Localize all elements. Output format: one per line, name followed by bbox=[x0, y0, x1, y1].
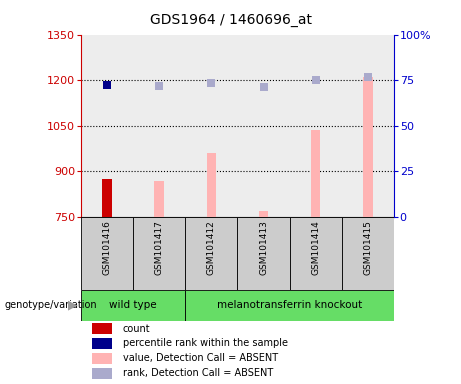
Text: wild type: wild type bbox=[109, 300, 157, 310]
Point bbox=[103, 82, 111, 88]
Bar bbox=[81, 217, 133, 290]
Point bbox=[207, 80, 215, 86]
Bar bbox=[92, 338, 112, 349]
Text: GSM101415: GSM101415 bbox=[364, 220, 372, 275]
Bar bbox=[237, 217, 290, 290]
Text: GSM101414: GSM101414 bbox=[311, 220, 320, 275]
Bar bbox=[92, 353, 112, 364]
Bar bbox=[92, 323, 112, 334]
Bar bbox=[363, 77, 373, 217]
Bar bbox=[259, 211, 268, 217]
Text: value, Detection Call = ABSENT: value, Detection Call = ABSENT bbox=[123, 353, 278, 363]
Bar bbox=[81, 35, 133, 217]
Point bbox=[312, 76, 319, 83]
Text: GSM101412: GSM101412 bbox=[207, 220, 216, 275]
Bar bbox=[185, 217, 237, 290]
Text: rank, Detection Call = ABSENT: rank, Detection Call = ABSENT bbox=[123, 368, 273, 378]
Bar bbox=[185, 35, 237, 217]
Text: GDS1964 / 1460696_at: GDS1964 / 1460696_at bbox=[149, 13, 312, 27]
Bar bbox=[207, 153, 216, 217]
Point bbox=[364, 74, 372, 80]
Text: melanotransferrin knockout: melanotransferrin knockout bbox=[217, 300, 362, 310]
Bar bbox=[290, 217, 342, 290]
Bar bbox=[92, 368, 112, 379]
Text: GSM101416: GSM101416 bbox=[102, 220, 111, 275]
Text: genotype/variation: genotype/variation bbox=[5, 300, 97, 310]
Text: GSM101413: GSM101413 bbox=[259, 220, 268, 275]
Bar bbox=[133, 35, 185, 217]
Bar bbox=[102, 179, 112, 217]
Bar bbox=[154, 181, 164, 217]
Text: ▶: ▶ bbox=[68, 299, 77, 312]
Text: percentile rank within the sample: percentile rank within the sample bbox=[123, 338, 288, 348]
Bar bbox=[311, 130, 320, 217]
Text: count: count bbox=[123, 323, 150, 334]
Bar bbox=[237, 35, 290, 217]
Point bbox=[155, 83, 163, 89]
Bar bbox=[185, 290, 394, 321]
Bar bbox=[342, 217, 394, 290]
Bar bbox=[133, 217, 185, 290]
Bar bbox=[81, 290, 185, 321]
Bar bbox=[342, 35, 394, 217]
Point bbox=[260, 84, 267, 90]
Bar bbox=[290, 35, 342, 217]
Text: GSM101417: GSM101417 bbox=[154, 220, 164, 275]
